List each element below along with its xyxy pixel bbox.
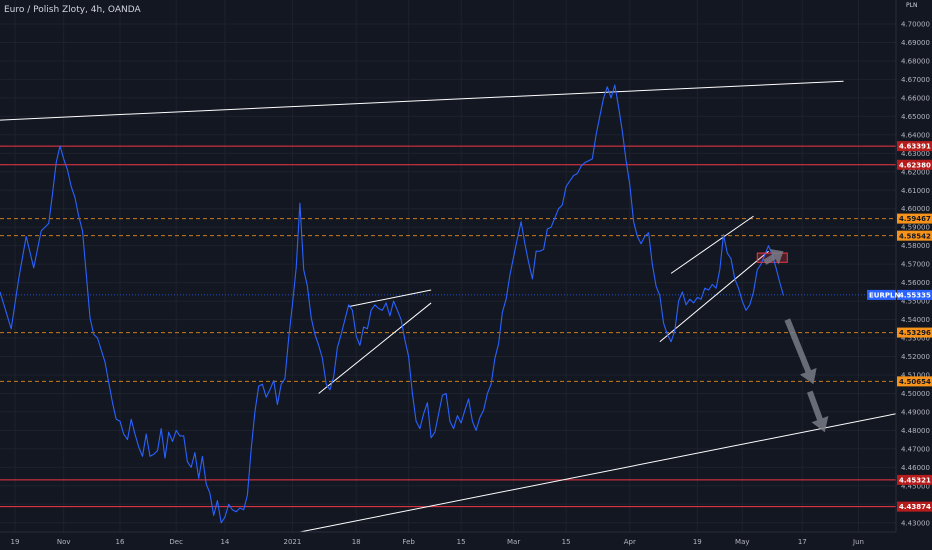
price-tag-label: 4.43874 — [899, 503, 931, 511]
trendline — [670, 215, 754, 274]
y-tick-label: 4.53000 — [901, 335, 930, 343]
x-tick-label: 2021 — [284, 538, 302, 546]
y-tick-label: 4.62000 — [901, 168, 930, 176]
y-tick-label: 4.67000 — [901, 76, 930, 84]
forecast-arrow — [784, 318, 817, 385]
x-tick-label: Feb — [402, 538, 415, 546]
x-tick-label: 16 — [116, 538, 125, 546]
price-tag — [897, 159, 932, 170]
x-tick-label: 14 — [220, 538, 229, 546]
x-tick-label: 15 — [457, 538, 466, 546]
price-tag-label: 4.63391 — [899, 143, 931, 151]
y-tick-label: 4.45000 — [901, 482, 930, 490]
x-tick-label: 19 — [693, 538, 702, 546]
forecast-arrow — [763, 249, 784, 265]
trendline — [0, 80, 844, 121]
y-tick-label: 4.57000 — [901, 261, 930, 269]
price-tag — [897, 501, 932, 512]
x-tick-label: 17 — [798, 538, 807, 546]
y-tick-label: 4.66000 — [901, 94, 930, 102]
price-tags: 4.63391 4.62380 4.59467 4.58542 4.55335EURPL… — [867, 141, 932, 512]
y-tick-label: 4.58000 — [901, 242, 930, 250]
symbol-tag — [867, 289, 896, 300]
y-tick-label: 4.63000 — [901, 150, 930, 158]
price-tag — [897, 289, 932, 300]
x-tick-label: Nov — [57, 538, 71, 546]
y-tick-label: 4.65000 — [901, 113, 930, 121]
y-tick-label: 4.54000 — [901, 316, 930, 324]
price-line — [0, 84, 785, 524]
y-tick-label: 4.60000 — [901, 205, 930, 213]
forecast-arrows — [763, 249, 829, 433]
x-tick-label: Dec — [169, 538, 183, 546]
y-tick-label: 4.52000 — [901, 353, 930, 361]
price-tag — [897, 474, 932, 485]
chart-grid — [0, 0, 896, 532]
price-tag-label: 4.58542 — [899, 232, 931, 240]
x-tick-label: Mar — [507, 538, 520, 546]
y-tick-label: 4.59000 — [901, 224, 930, 232]
y-tick-label: 4.43000 — [901, 519, 930, 527]
x-tick-label: 19 — [11, 538, 20, 546]
trendlines — [0, 80, 897, 533]
x-tick-label: 18 — [352, 538, 361, 546]
price-tag — [897, 141, 932, 152]
trendline — [318, 302, 432, 394]
trendline — [659, 250, 769, 343]
price-tag-label: 4.59467 — [899, 215, 931, 223]
currency-label: PLN — [906, 2, 918, 9]
chart-title: Euro / Polish Zloty, 4h, OANDA — [4, 5, 141, 15]
y-tick-label: 4.55000 — [901, 298, 930, 306]
y-tick-label: 4.64000 — [901, 131, 930, 139]
price-tag-label: 4.45321 — [899, 476, 931, 484]
trendline — [348, 289, 432, 308]
price-tag-label: 4.53296 — [899, 329, 931, 337]
x-tick-label: Apr — [624, 538, 636, 546]
trendline — [299, 413, 897, 533]
y-tick-label: 4.48000 — [901, 427, 930, 435]
y-tick-label: 4.69000 — [901, 39, 930, 47]
horizontal-levels — [0, 145, 896, 508]
price-tag-label: 4.50654 — [899, 378, 931, 386]
y-tick-label: 4.50000 — [901, 390, 930, 398]
y-tick-label: 4.49000 — [901, 408, 930, 416]
y-tick-label: 4.46000 — [901, 464, 930, 472]
y-tick-label: 4.61000 — [901, 187, 930, 195]
price-tag — [897, 376, 932, 387]
y-tick-label: 4.68000 — [901, 57, 930, 65]
time-axis[interactable]: 19 Nov 16 Dec 14 2021 18 Feb 15 Mar 15 Apr 19 May 17 Ju… — [11, 538, 864, 546]
y-tick-label: 4.56000 — [901, 279, 930, 287]
y-tick-label: 4.70000 — [901, 21, 930, 29]
price-tag — [897, 327, 932, 338]
price-tag — [897, 213, 932, 224]
symbol-tag-label: EURPLN — [869, 292, 900, 300]
x-tick-label: Jun — [852, 538, 864, 546]
y-tick-label: 4.47000 — [901, 445, 930, 453]
x-tick-label: 15 — [562, 538, 571, 546]
forecast-arrow — [807, 390, 829, 433]
x-tick-label: May — [735, 538, 749, 546]
price-tag-label: 4.55335 — [899, 292, 931, 300]
price-tag — [897, 230, 932, 241]
price-tag-label: 4.62380 — [899, 161, 931, 169]
y-tick-label: 4.51000 — [901, 371, 930, 379]
